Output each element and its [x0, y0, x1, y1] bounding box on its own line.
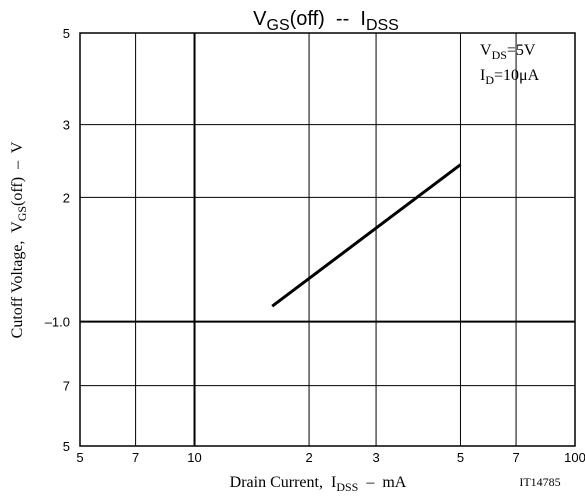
x-tick-label: 5	[76, 450, 83, 465]
y-tick-label: 5	[63, 26, 70, 41]
title-part: (off) -- I	[290, 8, 366, 30]
y-tick-label: 3	[63, 118, 70, 133]
x-tick-label: 100	[564, 450, 585, 465]
x-tick-label: 7	[512, 450, 519, 465]
x-tick-label: 7	[132, 450, 139, 465]
annotation-part: D	[485, 73, 494, 87]
label-part: – mA	[358, 474, 406, 491]
annotation-part: I	[480, 67, 485, 84]
annotation: VDS=5V	[480, 42, 536, 62]
x-tick-label: 3	[372, 450, 379, 465]
label-part: Drain Current, I	[230, 474, 337, 491]
annotation: ID=10μA	[480, 67, 540, 87]
annotation-part: DS	[492, 48, 507, 62]
y-axis-label: Cutoff Voltage, VGS(off) – V	[9, 141, 29, 338]
title-part: DSS	[366, 17, 399, 34]
x-tick-label: 5	[457, 450, 464, 465]
annotation-part: =10μA	[494, 67, 540, 84]
label-part: DSS	[336, 480, 358, 494]
y-tick-label: 2	[63, 190, 70, 205]
label-part: Cutoff Voltage, V	[9, 221, 26, 338]
figure-code: IT14785	[519, 475, 560, 489]
x-axis-label: Drain Current, IDSS – mA	[230, 474, 407, 494]
label-part: (off) – V	[9, 141, 26, 206]
y-tick-label: –1.0	[45, 315, 70, 330]
x-tick-label: 2	[305, 450, 312, 465]
annotation-part: V	[480, 42, 492, 59]
title-part: GS	[267, 17, 290, 34]
data-line	[271, 163, 462, 308]
y-tick-label: 7	[63, 379, 70, 394]
y-tick-label: 5	[63, 439, 70, 454]
x-tick-label: 10	[187, 450, 201, 465]
title-part: V	[253, 8, 267, 30]
chart-title: VGS(off) -- IDSS	[253, 8, 399, 34]
plot-frame	[79, 32, 576, 447]
label-part: GS	[15, 206, 29, 221]
annotation-part: =5V	[507, 42, 536, 59]
